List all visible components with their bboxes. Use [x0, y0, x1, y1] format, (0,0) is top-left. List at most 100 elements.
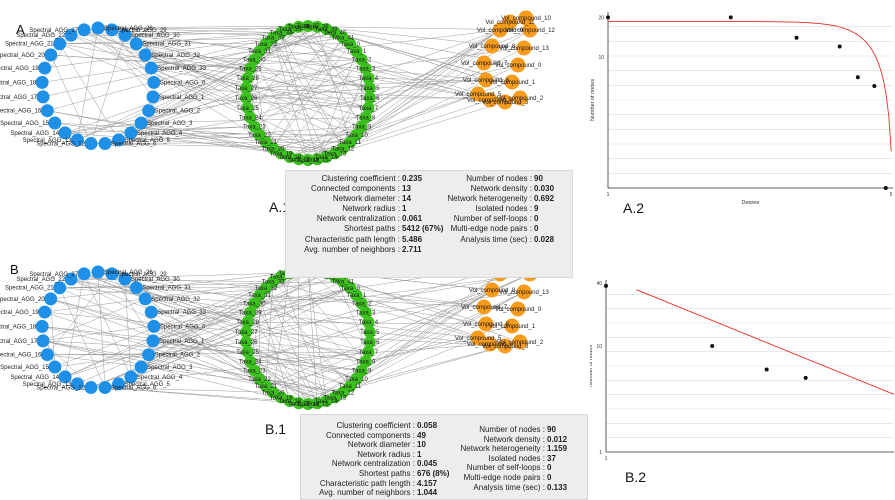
- edge: [42, 326, 362, 370]
- taxa-node-label: Taxa_25: [236, 350, 259, 356]
- stats-value: 0.012: [545, 435, 567, 444]
- stats-value: 0.058: [415, 421, 437, 430]
- compound-node-label: Vol_compound_7: [461, 61, 508, 67]
- stats-label: Connected components :: [288, 184, 400, 194]
- plot-grid: [606, 294, 894, 452]
- taxa-node-label: Taxa_0: [340, 286, 360, 292]
- stats-row: Analysis time (sec) :0.028: [446, 235, 554, 245]
- stats-value: 0.045: [415, 459, 437, 468]
- stats-row: Analysis time (sec) :0.133: [459, 483, 567, 493]
- taxa-node-label: Taxa_32: [254, 286, 277, 292]
- spectral-node-label: Spectral_AGG_2: [155, 353, 201, 359]
- spectral-node-label: Spectral_AGG_20: [0, 53, 45, 59]
- spectral-node: [99, 381, 112, 394]
- spectral-node: [44, 48, 57, 61]
- stats-row: Network radius :1: [288, 204, 443, 214]
- stats-row: Number of self-loops :0: [446, 214, 554, 224]
- spectral-node-label: Spectral_AGG_1: [159, 339, 205, 345]
- stats-label: Network radius :: [303, 450, 415, 460]
- spectral-node-label: Spectral_AGG_14: [10, 131, 59, 137]
- stats-label: Clustering coefficient :: [303, 421, 415, 431]
- taxa-node-label: Taxa_31: [248, 49, 271, 55]
- spectral-node: [139, 292, 152, 305]
- spectral-node-label: Spectral_AGG_17: [0, 95, 38, 101]
- stats-row: Characteristic path length :4.157: [303, 479, 449, 489]
- stats-label: Connected components :: [303, 431, 415, 441]
- spectral-node-label: Spectral_AGG_16: [0, 353, 42, 359]
- x-axis-label: Degree: [741, 200, 759, 204]
- compound-node-label: Vol_compound_6: [463, 322, 510, 328]
- y-tick-label: 10: [596, 344, 602, 350]
- taxa-node-label: Taxa_26: [235, 340, 258, 346]
- taxa-node-label: Taxa_5: [360, 86, 380, 92]
- spectral-node-label: Spectral_AGG_13: [23, 138, 72, 144]
- taxa-node-label: Taxa_24: [239, 115, 262, 121]
- spectral-node: [145, 62, 158, 75]
- spectral-node-label: Spectral_AGG_3: [147, 121, 193, 127]
- compound-node-label: Vol_compound_10: [501, 16, 551, 22]
- spectral-node: [44, 292, 57, 305]
- stats-row: Connected components :49: [303, 431, 449, 441]
- stats-label: Shortest paths :: [288, 224, 400, 234]
- spectral-node-label: Spectral_AGG_20: [0, 297, 45, 303]
- taxa-node-label: Taxa_0: [340, 42, 360, 48]
- compound-node-label: Vol_compound_4: [467, 98, 514, 104]
- stats-label: Network diameter :: [288, 194, 400, 204]
- fit-line: [636, 290, 894, 395]
- stats-value: 4.157: [415, 479, 437, 488]
- edge: [51, 55, 369, 78]
- degree-distribution-plot-b2: 401011DegreeNumber of nodes: [590, 276, 895, 461]
- stats-value: 0: [545, 473, 551, 482]
- spectral-node: [92, 266, 105, 279]
- spectral-node-label: Spectral_AGG_1: [159, 95, 205, 101]
- stats-row: Network centralization :0.045: [303, 459, 449, 469]
- taxa-node-label: Taxa_41: [332, 36, 355, 42]
- spectral-node-label: Spectral_AGG_33: [157, 310, 206, 316]
- stats-label: Network centralization :: [288, 214, 400, 224]
- spectral-node-label: Spectral_AGG_3: [147, 365, 193, 371]
- edge: [98, 272, 105, 388]
- compound-node-label: Vol_compound_6: [463, 78, 510, 84]
- stats-row: Multi-edge node pairs :0: [459, 473, 567, 483]
- stats-value: 0.028: [532, 235, 554, 244]
- data-point: [606, 15, 610, 19]
- compound-node-label: Vol_compound_5: [455, 92, 502, 98]
- data-point: [804, 376, 808, 380]
- taxa-node-label: Taxa_2: [352, 58, 372, 64]
- compound-node-label: Vol_compound_4: [467, 342, 514, 348]
- y-tick-label: 40: [596, 281, 602, 287]
- spectral-node-label: Spectral_AGG_31: [142, 286, 191, 292]
- stats-value: 90: [545, 425, 556, 434]
- stats-label: Characteristic path length :: [288, 235, 400, 245]
- plot-label-b2: B.2: [625, 469, 646, 485]
- stats-row: Avg. number of neighbors :2.711: [288, 245, 443, 255]
- spectral-node: [84, 381, 97, 394]
- edge: [60, 44, 119, 140]
- spectral-node-label: Spectral_AGG_22: [16, 33, 65, 39]
- stats-label: Analysis time (sec) :: [459, 483, 545, 493]
- y-axis-label: Number of nodes: [590, 345, 594, 387]
- taxa-node-label: Taxa_29: [239, 311, 262, 317]
- taxa-node-label: Taxa_28: [236, 76, 259, 82]
- compound-node-label: Vol_compound_5: [455, 336, 502, 342]
- taxa-node-label: Taxa_4: [359, 76, 379, 82]
- stats-row: Network diameter :10: [303, 440, 449, 450]
- spectral-node: [36, 334, 49, 347]
- spectral-node-label: Spectral_AGG_33: [157, 66, 206, 72]
- spectral-node-label: Spectral_AGG_6: [111, 142, 157, 148]
- stats-value: 10: [415, 440, 426, 449]
- stats-row: Characteristic path length :5.486: [288, 235, 443, 245]
- taxa-node-label: Taxa_36: [287, 25, 310, 31]
- spectral-node: [84, 137, 97, 150]
- stats-label: Network centralization :: [303, 459, 415, 469]
- stats-label: Number of nodes :: [459, 425, 545, 435]
- spectral-node: [147, 334, 160, 347]
- data-point: [884, 186, 888, 190]
- spectral-node-label: Spectral_AGG_15: [0, 121, 49, 127]
- stats-value: 2.711: [400, 245, 422, 254]
- spectral-node: [145, 306, 158, 319]
